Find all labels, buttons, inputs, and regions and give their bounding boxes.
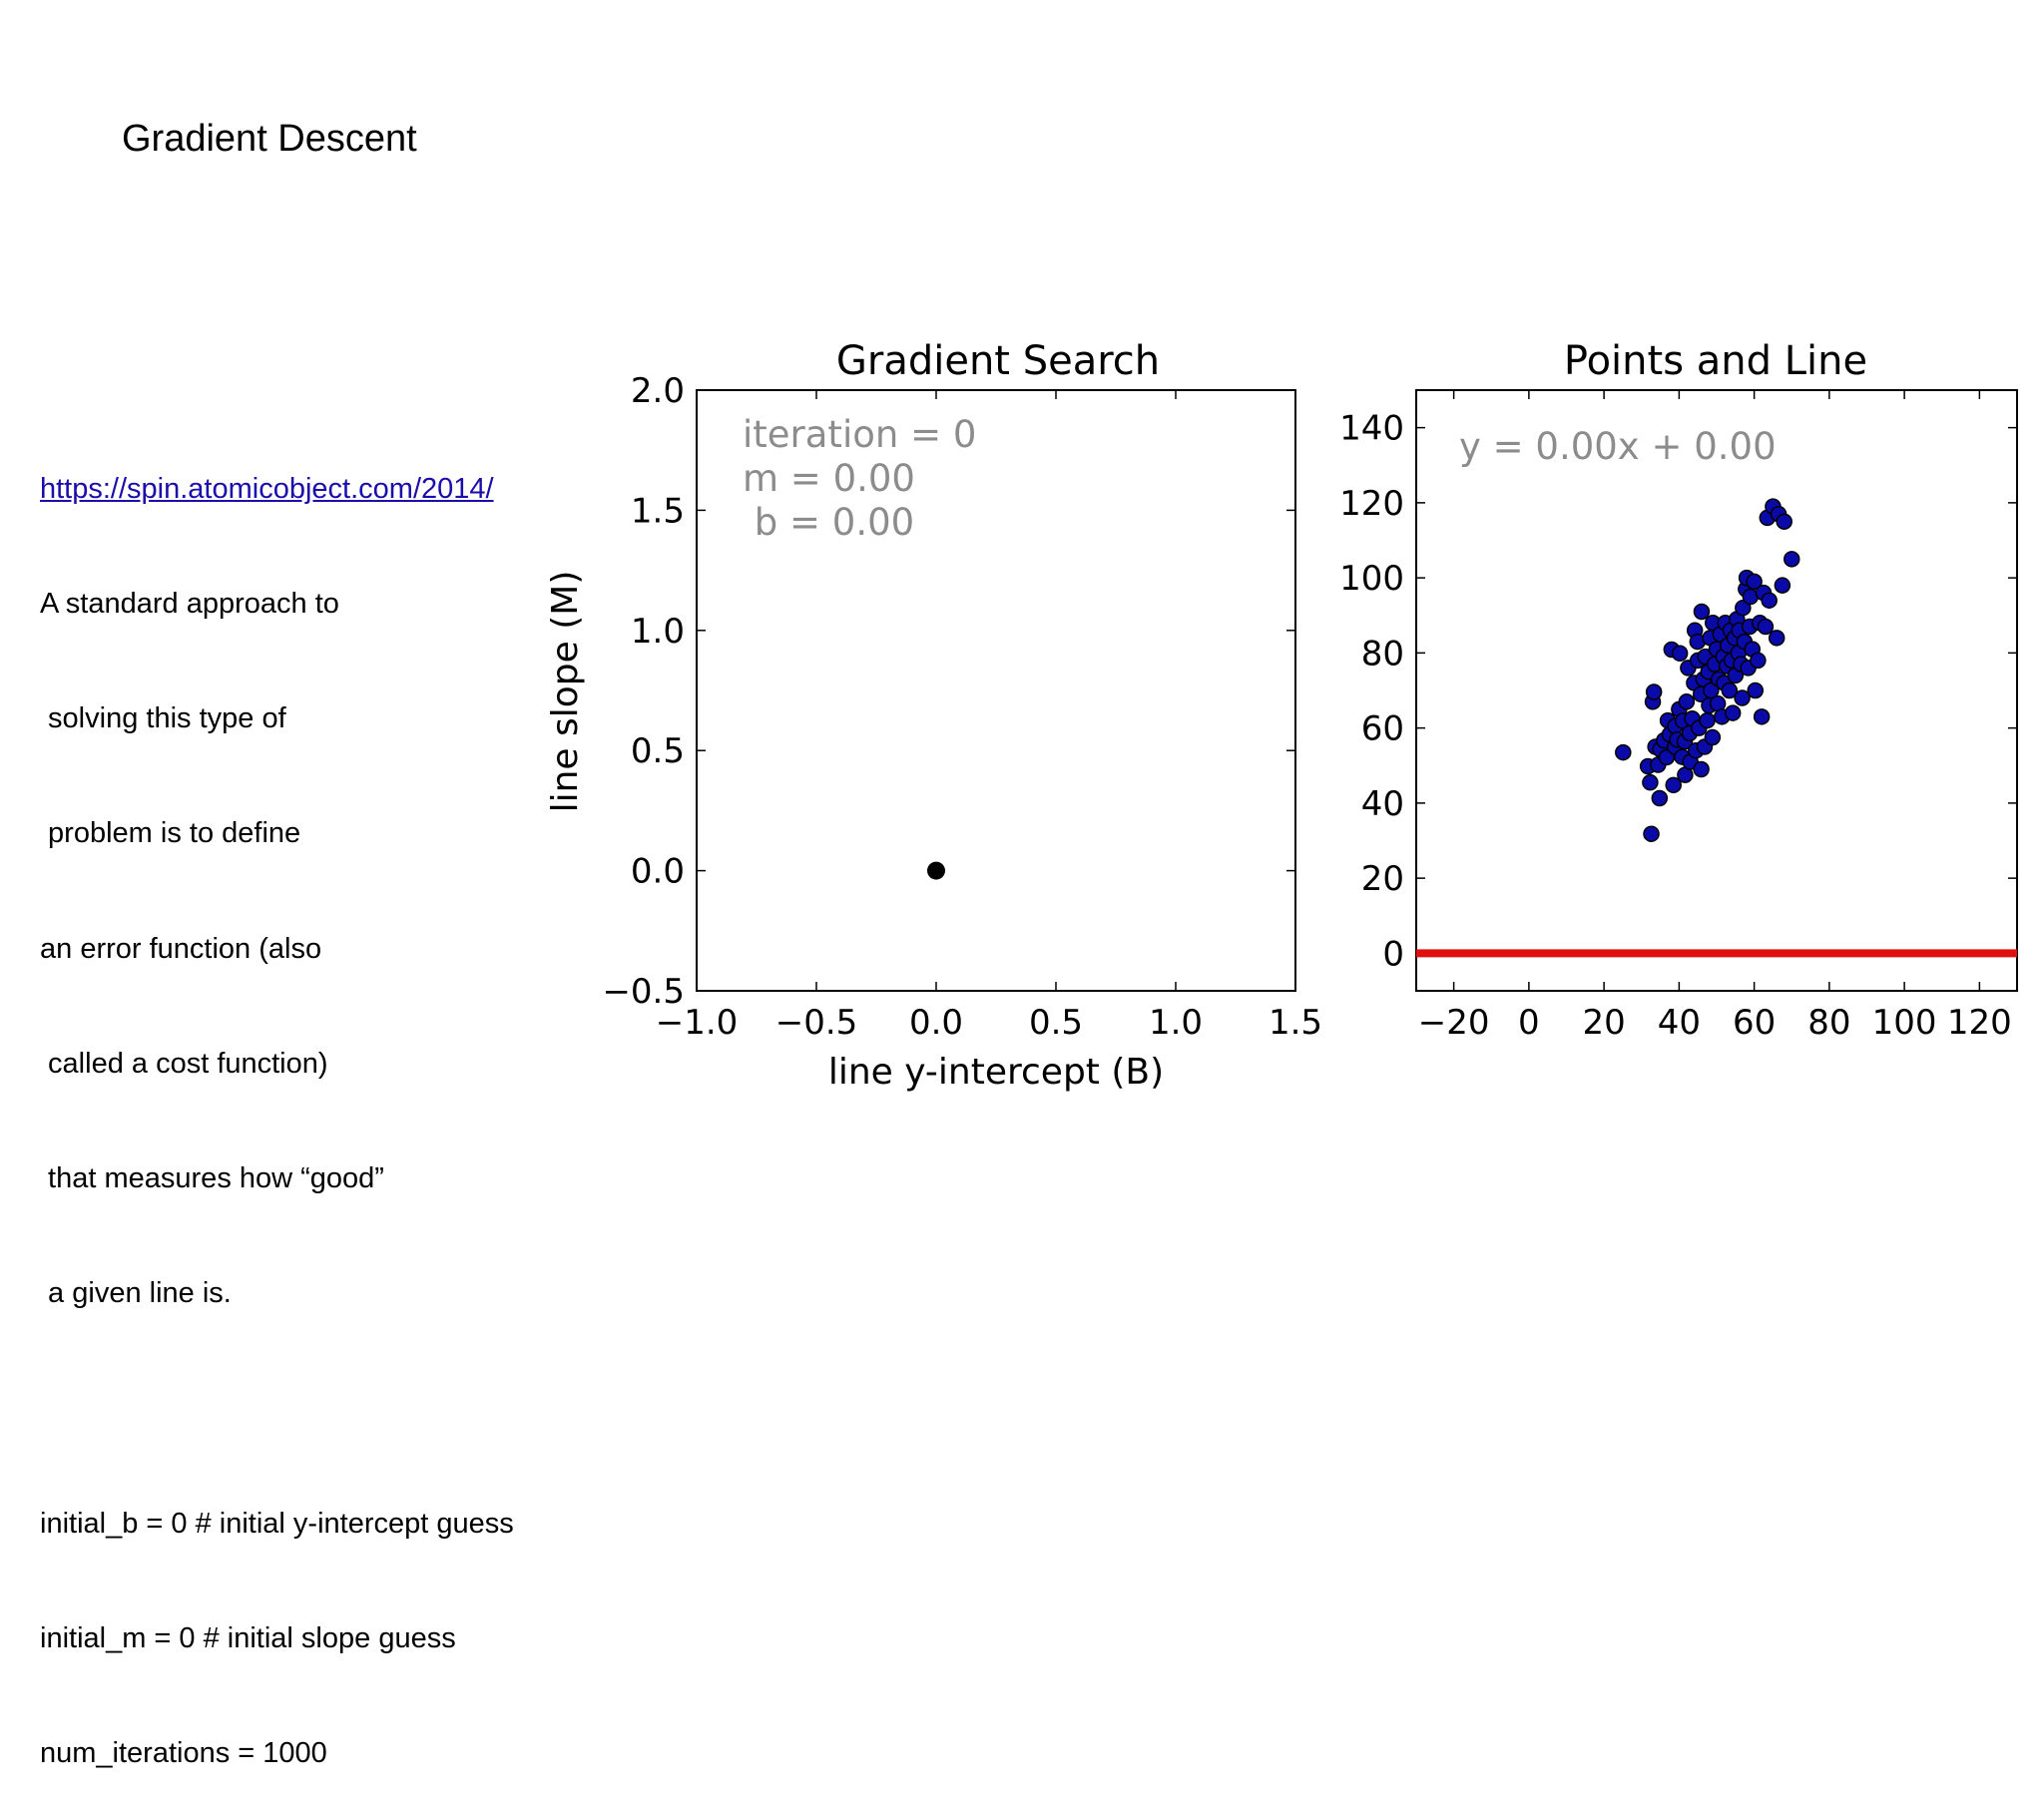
equation-annotation: y = 0.00x + 0.00 bbox=[1459, 425, 1777, 468]
data-point bbox=[1757, 618, 1775, 636]
x-tick-label: 0 bbox=[1518, 1003, 1540, 1043]
data-point bbox=[1753, 708, 1771, 725]
data-point bbox=[1671, 645, 1689, 663]
data-point bbox=[1704, 728, 1722, 746]
x-tick-label: −20 bbox=[1418, 1003, 1490, 1043]
data-point bbox=[1724, 704, 1742, 721]
y-tick-label: 0.0 bbox=[631, 852, 685, 892]
y-tick-label: 80 bbox=[1361, 634, 1404, 674]
intercept-annotation: b = 0.00 bbox=[743, 501, 914, 544]
data-point bbox=[1774, 577, 1791, 594]
plot-area bbox=[696, 389, 1296, 992]
data-point bbox=[1615, 743, 1632, 761]
iteration-annotation: iteration = 0 bbox=[743, 413, 976, 456]
data-point bbox=[1768, 630, 1786, 647]
x-tick-label: 0.5 bbox=[1029, 1003, 1083, 1043]
code-line: num_iterations = 1000 bbox=[40, 1737, 327, 1770]
x-tick-label: 100 bbox=[1872, 1003, 1937, 1043]
x-axis-label: line y-intercept (B) bbox=[828, 1052, 1164, 1093]
data-point bbox=[1665, 776, 1682, 794]
spacer bbox=[40, 1389, 531, 1427]
data-point bbox=[1693, 603, 1711, 621]
x-tick-label: 20 bbox=[1582, 1003, 1625, 1043]
chart-title: Points and Line bbox=[1564, 338, 1867, 384]
search-point bbox=[927, 861, 945, 880]
y-tick-label: 60 bbox=[1361, 709, 1404, 749]
description-line: an error function (also bbox=[40, 932, 322, 965]
data-point bbox=[1699, 711, 1716, 729]
y-tick-label: 40 bbox=[1361, 784, 1404, 824]
y-tick-label: 1.0 bbox=[631, 612, 685, 652]
chart-title: Gradient Search bbox=[836, 338, 1160, 384]
y-tick-label: 1.5 bbox=[631, 491, 685, 531]
data-point bbox=[1747, 681, 1765, 699]
y-tick-label: 0.5 bbox=[631, 731, 685, 771]
y-tick-label: 0 bbox=[1382, 934, 1404, 974]
description-line: a given line is. bbox=[40, 1277, 232, 1310]
code-line: initial_b = 0 # initial y-intercept gues… bbox=[40, 1507, 514, 1540]
y-tick-label: 20 bbox=[1361, 859, 1404, 899]
data-point bbox=[1703, 681, 1720, 699]
figure: Gradient Search −1.0 −0.5 0.0 0.5 1.0 1.5−0.5… bbox=[545, 338, 2018, 1093]
data-point bbox=[1678, 693, 1696, 710]
data-point bbox=[1693, 760, 1710, 778]
data-point bbox=[1735, 599, 1752, 617]
data-point bbox=[1721, 681, 1739, 699]
y-tick-label: −0.5 bbox=[602, 972, 685, 1012]
points-and-line-chart: Points and Line −20 0 20 40 60 80 100 120020406… bbox=[1339, 338, 2018, 1043]
x-tick-label: 1.0 bbox=[1149, 1003, 1203, 1043]
y-tick-label: 2.0 bbox=[631, 371, 685, 411]
data-point bbox=[1784, 551, 1800, 568]
slide-title: Gradient Descent bbox=[122, 118, 417, 160]
data-point bbox=[1642, 773, 1659, 791]
x-tick-label: −1.0 bbox=[656, 1003, 739, 1043]
description-line: problem is to define bbox=[40, 817, 301, 850]
description-line: solving this type of bbox=[40, 702, 286, 735]
data-point bbox=[1734, 689, 1751, 706]
x-tick-label: 80 bbox=[1807, 1003, 1850, 1043]
description-line: A standard approach to bbox=[40, 588, 339, 621]
x-tick-label: 40 bbox=[1658, 1003, 1701, 1043]
y-tick-label: 140 bbox=[1339, 409, 1404, 449]
data-point bbox=[1643, 825, 1660, 842]
data-point bbox=[1761, 592, 1778, 609]
description-line: that measures how “good” bbox=[40, 1162, 384, 1195]
data-point bbox=[1651, 789, 1669, 807]
gradient-search-chart: Gradient Search −1.0 −0.5 0.0 0.5 1.0 1.5−0.5… bbox=[545, 338, 1322, 1093]
y-tick-label: 100 bbox=[1339, 559, 1404, 599]
x-tick-label: 60 bbox=[1733, 1003, 1776, 1043]
data-point bbox=[1746, 573, 1763, 591]
data-point bbox=[1750, 652, 1767, 670]
x-tick-label: 1.5 bbox=[1269, 1003, 1322, 1043]
code-line: initial_m = 0 # initial slope guess bbox=[40, 1621, 456, 1654]
x-tick-label: 0.0 bbox=[909, 1003, 963, 1043]
source-link[interactable]: https://spin.atomicobject.com/2014/ bbox=[40, 472, 494, 505]
data-point bbox=[1776, 513, 1792, 530]
description-line: called a cost function) bbox=[40, 1047, 328, 1080]
y-axis-label: line slope (M) bbox=[545, 571, 586, 813]
slope-annotation: m = 0.00 bbox=[743, 457, 915, 500]
y-tick-label: 120 bbox=[1339, 484, 1404, 524]
x-tick-label: 120 bbox=[1947, 1003, 2012, 1043]
x-tick-label: −0.5 bbox=[775, 1003, 858, 1043]
data-point bbox=[1645, 683, 1663, 700]
